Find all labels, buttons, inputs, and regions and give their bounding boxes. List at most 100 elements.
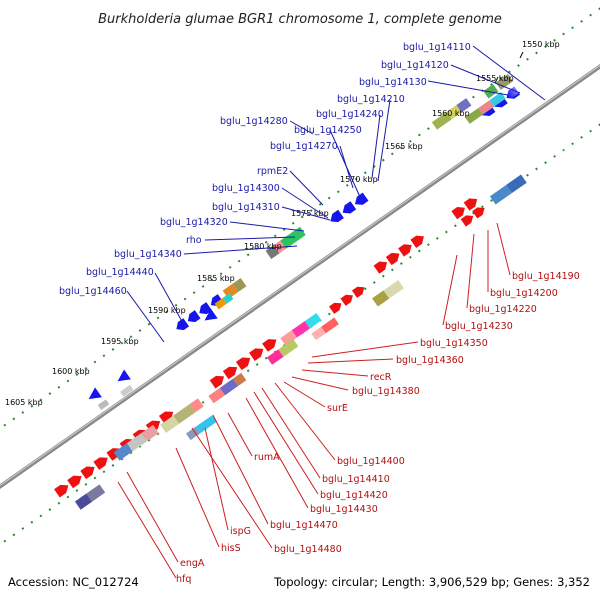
leader-line	[301, 369, 369, 377]
gene-label-bglu-1g14230[interactable]: bglu_1g14230	[445, 321, 513, 332]
leader-line	[204, 427, 229, 531]
gene-block[interactable]	[495, 73, 514, 90]
leader-line	[472, 45, 546, 101]
gene-label-bglu-1g14480[interactable]: bglu_1g14480	[274, 544, 342, 555]
gene-label-bglu-1g14410[interactable]: bglu_1g14410	[322, 474, 390, 485]
reverse-strand-labels: bglu_1g14110 bglu_1g14120 bglu_1g14130 b…	[59, 42, 471, 297]
leader-line	[377, 99, 391, 182]
gene-block[interactable]	[232, 372, 247, 387]
tick-label: 1570 kbp	[340, 175, 378, 184]
gene-label-bglu-1g14270[interactable]: bglu_1g14270	[270, 141, 338, 152]
gene-block[interactable]	[86, 484, 106, 502]
gene-block[interactable]	[97, 399, 110, 410]
tick-label: 1605 kbp	[5, 398, 43, 407]
gene-label-bglu-1g14360[interactable]: bglu_1g14360	[396, 355, 464, 366]
leader-line	[289, 170, 324, 206]
leader-line	[371, 114, 381, 179]
gene-label-hfq[interactable]: hfq	[176, 574, 191, 585]
gene-label-bglu-1g14470[interactable]: bglu_1g14470	[270, 520, 338, 531]
position-ticks: 1550 kbp 1555 kbp 1560 kbp 1565 kbp 1570…	[5, 40, 560, 407]
gene-label-bglu-1g14280[interactable]: bglu_1g14280	[220, 116, 288, 127]
leader-line	[261, 387, 321, 479]
gene-block[interactable]	[266, 349, 284, 365]
reverse-leaders	[126, 45, 546, 343]
gene-label-bglu-1g14190[interactable]: bglu_1g14190	[512, 271, 580, 282]
gene-label-bglu-1g14120[interactable]: bglu_1g14120	[381, 60, 449, 71]
gene-arrow[interactable]	[114, 369, 131, 386]
gene-arrow[interactable]	[85, 387, 102, 404]
gene-label-rho[interactable]: rho	[186, 235, 202, 246]
tick-mark	[519, 51, 524, 59]
gene-label-ispG[interactable]: ispG	[230, 526, 251, 537]
gene-block[interactable]	[456, 98, 472, 113]
gene-label-bglu-1g14300[interactable]: bglu_1g14300	[212, 183, 280, 194]
gene-tracks	[0, 59, 587, 513]
gene-label-bglu-1g14460[interactable]: bglu_1g14460	[59, 286, 127, 297]
gene-label-bglu-1g14200[interactable]: bglu_1g14200	[490, 288, 558, 299]
gene-block[interactable]	[208, 387, 226, 404]
leader-line	[212, 414, 269, 525]
gene-label-hisS[interactable]: hisS	[221, 543, 241, 554]
band-highlight	[0, 59, 546, 454]
leader-line	[289, 120, 314, 135]
gene-block[interactable]	[372, 290, 390, 307]
gene-label-bglu-1g14350[interactable]: bglu_1g14350	[420, 338, 488, 349]
tick-label: 1595 kbp	[101, 337, 139, 346]
gene-label-bglu-1g14210[interactable]: bglu_1g14210	[337, 94, 405, 105]
tick-label: 1555 kbp	[476, 74, 514, 83]
gene-label-bglu-1g14340[interactable]: bglu_1g14340	[114, 249, 182, 260]
gene-label-bglu-1g14440[interactable]: bglu_1g14440	[86, 267, 154, 278]
genome-backbone	[0, 64, 600, 489]
gene-label-bglu-1g14220[interactable]: bglu_1g14220	[469, 304, 537, 315]
leader-line	[183, 245, 298, 255]
gene-label-bglu-1g14320[interactable]: bglu_1g14320	[160, 217, 228, 228]
gene-label-rumA[interactable]: rumA	[254, 452, 280, 463]
gene-arrow[interactable]	[201, 308, 218, 326]
genome-backbone-highlight	[0, 64, 600, 487]
gene-block[interactable]	[383, 279, 405, 299]
gene-label-bglu-1g14250[interactable]: bglu_1g14250	[294, 125, 362, 136]
leader-line	[496, 222, 511, 276]
gene-block[interactable]	[311, 326, 326, 341]
gene-block[interactable]	[431, 111, 452, 130]
leader-line	[281, 206, 331, 221]
tick-label: 1590 kbp	[148, 306, 186, 315]
gene-label-recR[interactable]: recR	[370, 372, 392, 383]
gene-block[interactable]	[321, 317, 339, 334]
gene-block[interactable]	[185, 426, 201, 441]
gene-block[interactable]	[489, 184, 513, 205]
gene-block[interactable]	[222, 293, 234, 304]
genome-summary-text: Topology: circular; Length: 3,906,529 bp…	[273, 575, 590, 589]
leader-line	[283, 381, 326, 408]
gene-block[interactable]	[74, 493, 93, 510]
map-title: Burkholderia glumae BGR1 chromosome 1, c…	[98, 12, 502, 27]
tick-label: 1600 kbp	[52, 367, 90, 376]
gene-label-bglu-1g14420[interactable]: bglu_1g14420	[320, 490, 388, 501]
gene-block[interactable]	[278, 338, 299, 357]
gene-label-surE[interactable]: surE	[327, 403, 348, 414]
gene-label-bglu-1g14110[interactable]: bglu_1g14110	[403, 42, 471, 53]
tick-label: 1565 kbp	[385, 142, 423, 151]
gene-block[interactable]	[506, 174, 527, 194]
gene-label-engA[interactable]: engA	[180, 558, 205, 569]
leader-line	[339, 145, 354, 189]
leader-line	[117, 481, 177, 579]
gene-label-bglu-1g14380[interactable]: bglu_1g14380	[352, 386, 420, 397]
gene-block[interactable]	[446, 105, 462, 120]
tick-label: 1585 kbp	[197, 274, 235, 283]
gene-label-rpmE2[interactable]: rpmE2	[257, 166, 288, 177]
gene-block[interactable]	[214, 297, 227, 310]
leader-line	[466, 233, 475, 309]
leader-line	[253, 391, 319, 495]
gene-label-bglu-1g14240[interactable]: bglu_1g14240	[316, 109, 384, 120]
gene-label-bglu-1g14310[interactable]: bglu_1g14310	[212, 202, 280, 213]
gene-label-bglu-1g14400[interactable]: bglu_1g14400	[337, 456, 405, 467]
gene-block[interactable]	[120, 384, 134, 397]
gene-block[interactable]	[219, 378, 239, 396]
gene-label-bglu-1g14430[interactable]: bglu_1g14430	[310, 504, 378, 515]
gene-block[interactable]	[195, 415, 217, 434]
gene-block[interactable]	[483, 84, 499, 99]
leader-line	[450, 64, 521, 94]
gene-label-bglu-1g14130[interactable]: bglu_1g14130	[359, 77, 427, 88]
